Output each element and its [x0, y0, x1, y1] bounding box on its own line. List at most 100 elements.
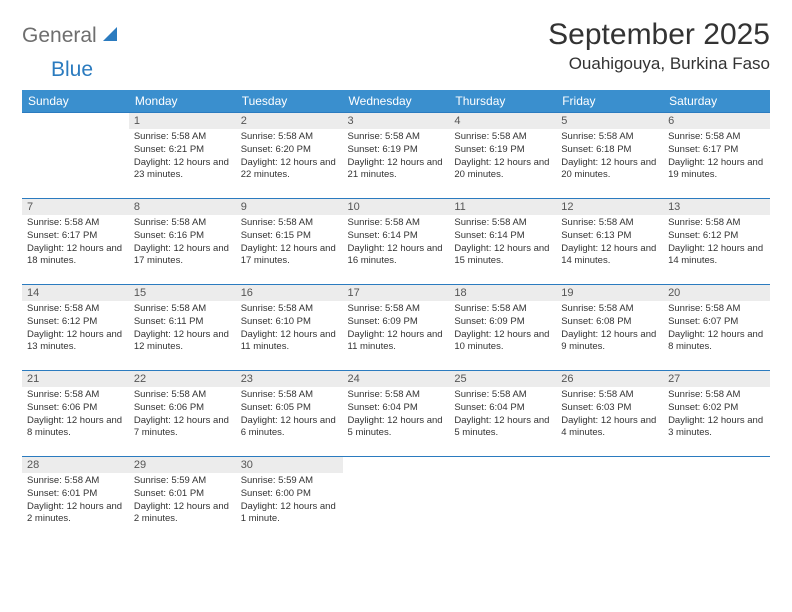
calendar-cell — [343, 457, 450, 543]
day-details: Sunrise: 5:58 AMSunset: 6:15 PMDaylight:… — [236, 215, 343, 270]
day-details: Sunrise: 5:58 AMSunset: 6:05 PMDaylight:… — [236, 387, 343, 442]
sunset-text: Sunset: 6:09 PM — [348, 316, 445, 329]
daylight-text: Daylight: 12 hours and 17 minutes. — [241, 243, 338, 269]
daylight-text: Daylight: 12 hours and 18 minutes. — [27, 243, 124, 269]
sail-icon — [101, 25, 119, 48]
calendar-cell — [449, 457, 556, 543]
calendar-cell: 18Sunrise: 5:58 AMSunset: 6:09 PMDayligh… — [449, 285, 556, 371]
day-number: 2 — [236, 113, 343, 129]
brand-gray: General — [22, 24, 97, 48]
sunrise-text: Sunrise: 5:59 AM — [241, 475, 338, 488]
sunset-text: Sunset: 6:14 PM — [454, 230, 551, 243]
day-details: Sunrise: 5:58 AMSunset: 6:17 PMDaylight:… — [22, 215, 129, 270]
sunset-text: Sunset: 6:14 PM — [348, 230, 445, 243]
daylight-text: Daylight: 12 hours and 22 minutes. — [241, 157, 338, 183]
calendar-cell: 13Sunrise: 5:58 AMSunset: 6:12 PMDayligh… — [663, 199, 770, 285]
sunrise-text: Sunrise: 5:58 AM — [134, 217, 231, 230]
sunset-text: Sunset: 6:21 PM — [134, 144, 231, 157]
sunrise-text: Sunrise: 5:58 AM — [241, 217, 338, 230]
day-number: 6 — [663, 113, 770, 129]
daylight-text: Daylight: 12 hours and 5 minutes. — [348, 415, 445, 441]
calendar-cell: 14Sunrise: 5:58 AMSunset: 6:12 PMDayligh… — [22, 285, 129, 371]
sunset-text: Sunset: 6:03 PM — [561, 402, 658, 415]
sunset-text: Sunset: 6:19 PM — [454, 144, 551, 157]
sunrise-text: Sunrise: 5:58 AM — [668, 131, 765, 144]
sunrise-text: Sunrise: 5:58 AM — [454, 303, 551, 316]
day-details: Sunrise: 5:58 AMSunset: 6:04 PMDaylight:… — [343, 387, 450, 442]
calendar-cell: 24Sunrise: 5:58 AMSunset: 6:04 PMDayligh… — [343, 371, 450, 457]
day-number: 3 — [343, 113, 450, 129]
daylight-text: Daylight: 12 hours and 4 minutes. — [561, 415, 658, 441]
calendar-cell: 3Sunrise: 5:58 AMSunset: 6:19 PMDaylight… — [343, 113, 450, 199]
day-details: Sunrise: 5:58 AMSunset: 6:01 PMDaylight:… — [22, 473, 129, 528]
calendar-cell: 22Sunrise: 5:58 AMSunset: 6:06 PMDayligh… — [129, 371, 236, 457]
daylight-text: Daylight: 12 hours and 11 minutes. — [348, 329, 445, 355]
calendar-cell: 27Sunrise: 5:58 AMSunset: 6:02 PMDayligh… — [663, 371, 770, 457]
day-number: 19 — [556, 285, 663, 301]
sunrise-text: Sunrise: 5:58 AM — [134, 303, 231, 316]
sunrise-text: Sunrise: 5:58 AM — [561, 389, 658, 402]
daylight-text: Daylight: 12 hours and 1 minute. — [241, 501, 338, 527]
day-details: Sunrise: 5:58 AMSunset: 6:09 PMDaylight:… — [343, 301, 450, 356]
day-details: Sunrise: 5:59 AMSunset: 6:00 PMDaylight:… — [236, 473, 343, 528]
calendar-cell: 10Sunrise: 5:58 AMSunset: 6:14 PMDayligh… — [343, 199, 450, 285]
day-number: 18 — [449, 285, 556, 301]
day-number: 25 — [449, 371, 556, 387]
day-number: 20 — [663, 285, 770, 301]
daylight-text: Daylight: 12 hours and 10 minutes. — [454, 329, 551, 355]
calendar-row: 28Sunrise: 5:58 AMSunset: 6:01 PMDayligh… — [22, 457, 770, 543]
daylight-text: Daylight: 12 hours and 19 minutes. — [668, 157, 765, 183]
calendar-cell: 2Sunrise: 5:58 AMSunset: 6:20 PMDaylight… — [236, 113, 343, 199]
day-number: 10 — [343, 199, 450, 215]
day-number: 30 — [236, 457, 343, 473]
day-number: 26 — [556, 371, 663, 387]
calendar-cell — [663, 457, 770, 543]
sunset-text: Sunset: 6:06 PM — [27, 402, 124, 415]
day-details: Sunrise: 5:58 AMSunset: 6:06 PMDaylight:… — [129, 387, 236, 442]
daylight-text: Daylight: 12 hours and 7 minutes. — [134, 415, 231, 441]
weekday-header: Friday — [556, 90, 663, 113]
day-details: Sunrise: 5:58 AMSunset: 6:12 PMDaylight:… — [663, 215, 770, 270]
sunset-text: Sunset: 6:12 PM — [27, 316, 124, 329]
daylight-text: Daylight: 12 hours and 11 minutes. — [241, 329, 338, 355]
sunrise-text: Sunrise: 5:58 AM — [348, 303, 445, 316]
day-number: 17 — [343, 285, 450, 301]
daylight-text: Daylight: 12 hours and 20 minutes. — [454, 157, 551, 183]
calendar-cell: 12Sunrise: 5:58 AMSunset: 6:13 PMDayligh… — [556, 199, 663, 285]
month-title: September 2025 — [548, 18, 770, 52]
calendar-cell: 23Sunrise: 5:58 AMSunset: 6:05 PMDayligh… — [236, 371, 343, 457]
sunrise-text: Sunrise: 5:58 AM — [348, 389, 445, 402]
sunrise-text: Sunrise: 5:58 AM — [27, 217, 124, 230]
daylight-text: Daylight: 12 hours and 13 minutes. — [27, 329, 124, 355]
day-details: Sunrise: 5:58 AMSunset: 6:08 PMDaylight:… — [556, 301, 663, 356]
day-number: 23 — [236, 371, 343, 387]
sunset-text: Sunset: 6:06 PM — [134, 402, 231, 415]
daylight-text: Daylight: 12 hours and 21 minutes. — [348, 157, 445, 183]
day-details: Sunrise: 5:58 AMSunset: 6:19 PMDaylight:… — [449, 129, 556, 184]
daylight-text: Daylight: 12 hours and 12 minutes. — [134, 329, 231, 355]
daylight-text: Daylight: 12 hours and 14 minutes. — [668, 243, 765, 269]
daylight-text: Daylight: 12 hours and 5 minutes. — [454, 415, 551, 441]
calendar-table: Sunday Monday Tuesday Wednesday Thursday… — [22, 90, 770, 543]
sunset-text: Sunset: 6:08 PM — [561, 316, 658, 329]
sunrise-text: Sunrise: 5:58 AM — [561, 131, 658, 144]
sunrise-text: Sunrise: 5:58 AM — [134, 131, 231, 144]
calendar-cell — [556, 457, 663, 543]
daylight-text: Daylight: 12 hours and 8 minutes. — [668, 329, 765, 355]
day-details: Sunrise: 5:58 AMSunset: 6:21 PMDaylight:… — [129, 129, 236, 184]
weekday-header: Thursday — [449, 90, 556, 113]
sunset-text: Sunset: 6:18 PM — [561, 144, 658, 157]
calendar-head: Sunday Monday Tuesday Wednesday Thursday… — [22, 90, 770, 113]
sunrise-text: Sunrise: 5:58 AM — [348, 217, 445, 230]
day-number: 29 — [129, 457, 236, 473]
day-number: 14 — [22, 285, 129, 301]
daylight-text: Daylight: 12 hours and 6 minutes. — [241, 415, 338, 441]
day-details: Sunrise: 5:58 AMSunset: 6:18 PMDaylight:… — [556, 129, 663, 184]
day-details: Sunrise: 5:58 AMSunset: 6:12 PMDaylight:… — [22, 301, 129, 356]
calendar-cell: 5Sunrise: 5:58 AMSunset: 6:18 PMDaylight… — [556, 113, 663, 199]
day-number: 16 — [236, 285, 343, 301]
day-number: 13 — [663, 199, 770, 215]
calendar-cell: 4Sunrise: 5:58 AMSunset: 6:19 PMDaylight… — [449, 113, 556, 199]
day-number: 28 — [22, 457, 129, 473]
calendar-row: 1Sunrise: 5:58 AMSunset: 6:21 PMDaylight… — [22, 113, 770, 199]
